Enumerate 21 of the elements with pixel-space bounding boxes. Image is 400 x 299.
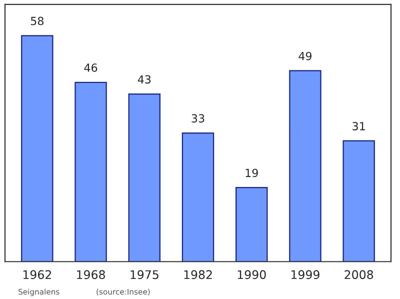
data-label: 31	[352, 122, 365, 130]
bar	[342, 140, 375, 262]
data-label: 49	[298, 52, 312, 60]
bar	[74, 82, 107, 262]
data-label: 33	[192, 114, 204, 123]
data-label: 58	[30, 16, 44, 26]
data-label: 46	[84, 64, 98, 72]
bar	[21, 35, 54, 262]
bar	[289, 70, 322, 262]
x-tick-label: 1962	[23, 270, 52, 280]
x-tick-label: 1975	[130, 270, 158, 280]
bar	[128, 94, 160, 262]
x-tick-label: 1982	[184, 270, 212, 280]
data-label: 19	[246, 168, 258, 178]
bar	[236, 187, 268, 262]
data-label: 43	[138, 75, 151, 84]
x-tick-label: 1999	[291, 270, 320, 280]
bar	[182, 132, 214, 262]
x-tick-label: 1968	[77, 270, 105, 280]
x-tick-label: 2008	[344, 270, 374, 280]
x-tick-label: 1990	[238, 270, 266, 280]
